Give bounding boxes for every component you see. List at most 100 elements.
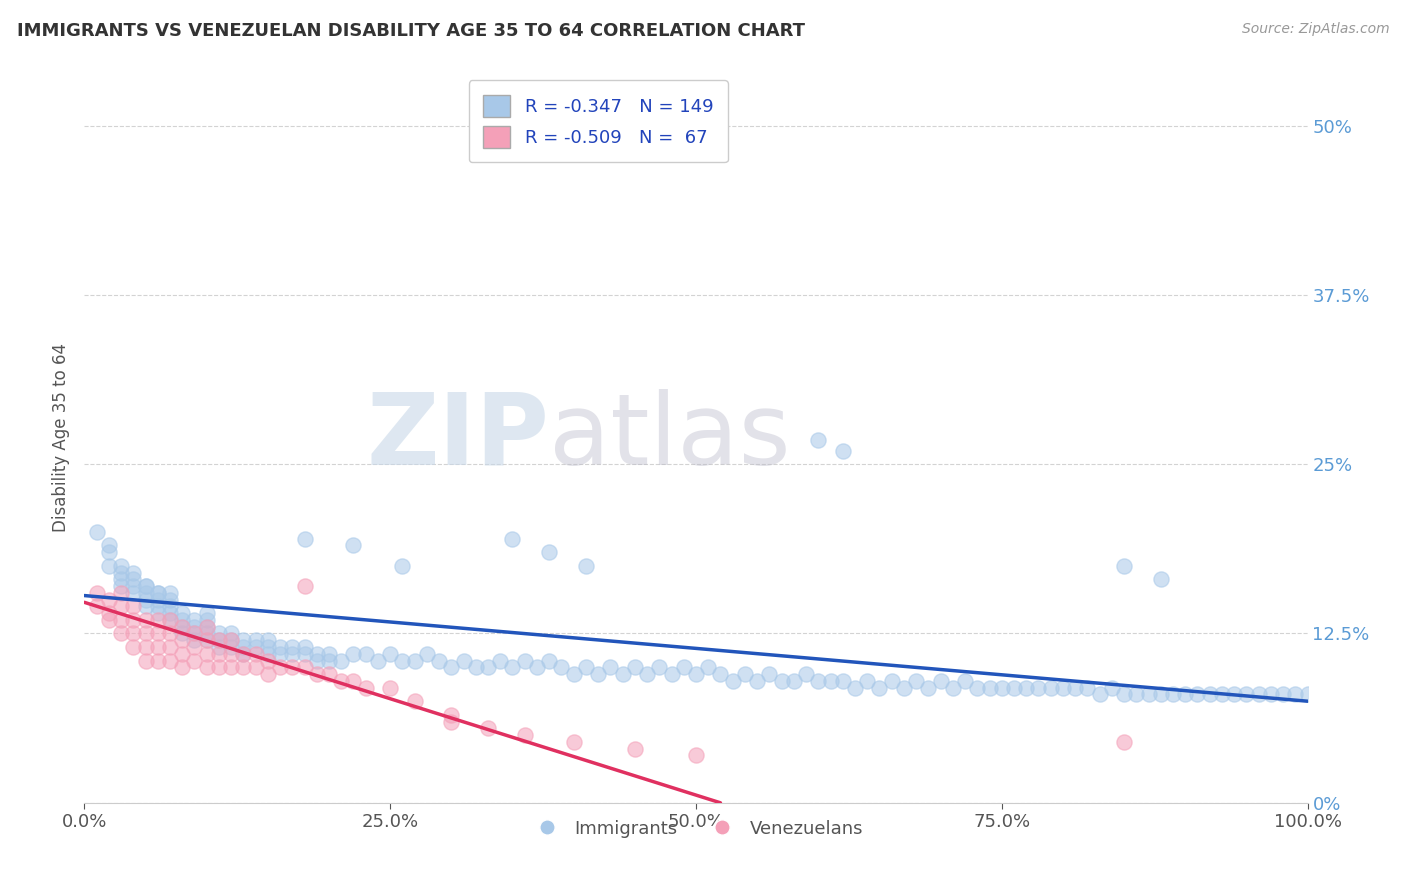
Point bbox=[1272, 688, 1295, 702]
Point bbox=[159, 613, 181, 627]
Point bbox=[758, 667, 780, 681]
Point bbox=[685, 748, 707, 763]
Point bbox=[219, 647, 242, 661]
Point bbox=[513, 654, 536, 668]
Point bbox=[195, 620, 218, 634]
Point bbox=[586, 667, 609, 681]
Point bbox=[183, 620, 205, 634]
Point bbox=[305, 654, 328, 668]
Point bbox=[183, 654, 205, 668]
Point bbox=[929, 673, 952, 688]
Point bbox=[330, 654, 353, 668]
Point bbox=[404, 694, 426, 708]
Point bbox=[794, 667, 817, 681]
Point bbox=[232, 640, 254, 654]
Point bbox=[697, 660, 720, 674]
Point bbox=[1150, 688, 1173, 702]
Point bbox=[183, 626, 205, 640]
Point bbox=[159, 626, 181, 640]
Point bbox=[195, 647, 218, 661]
Point bbox=[159, 654, 181, 668]
Point bbox=[269, 660, 291, 674]
Point bbox=[110, 566, 132, 580]
Point bbox=[1076, 681, 1098, 695]
Point bbox=[172, 626, 194, 640]
Point bbox=[953, 673, 976, 688]
Point bbox=[783, 673, 806, 688]
Point bbox=[257, 667, 280, 681]
Point bbox=[807, 673, 830, 688]
Point bbox=[1125, 688, 1147, 702]
Point bbox=[1101, 681, 1123, 695]
Point bbox=[502, 532, 524, 546]
Point bbox=[183, 613, 205, 627]
Point bbox=[1064, 681, 1087, 695]
Point bbox=[110, 586, 132, 600]
Point bbox=[807, 433, 830, 447]
Point bbox=[1028, 681, 1050, 695]
Point bbox=[122, 586, 145, 600]
Point bbox=[294, 647, 316, 661]
Point bbox=[97, 538, 120, 552]
Point bbox=[146, 613, 169, 627]
Point bbox=[232, 647, 254, 661]
Point bbox=[942, 681, 965, 695]
Point bbox=[219, 660, 242, 674]
Point bbox=[208, 633, 231, 648]
Point bbox=[1260, 688, 1282, 702]
Point bbox=[1002, 681, 1025, 695]
Point bbox=[146, 586, 169, 600]
Point bbox=[1247, 688, 1270, 702]
Point bbox=[122, 572, 145, 586]
Point bbox=[380, 681, 402, 695]
Point bbox=[110, 558, 132, 573]
Point bbox=[305, 667, 328, 681]
Point bbox=[183, 633, 205, 648]
Point bbox=[526, 660, 548, 674]
Point bbox=[135, 654, 157, 668]
Point bbox=[159, 606, 181, 620]
Point bbox=[318, 654, 340, 668]
Point bbox=[97, 592, 120, 607]
Point bbox=[146, 599, 169, 614]
Point bbox=[502, 660, 524, 674]
Point bbox=[208, 647, 231, 661]
Point bbox=[747, 673, 769, 688]
Point bbox=[195, 626, 218, 640]
Point bbox=[318, 667, 340, 681]
Point bbox=[294, 660, 316, 674]
Point bbox=[991, 681, 1014, 695]
Point bbox=[1114, 735, 1136, 749]
Point bbox=[135, 640, 157, 654]
Point bbox=[380, 647, 402, 661]
Point bbox=[208, 626, 231, 640]
Point bbox=[342, 673, 364, 688]
Text: atlas: atlas bbox=[550, 389, 790, 485]
Point bbox=[172, 620, 194, 634]
Point bbox=[146, 606, 169, 620]
Point bbox=[1296, 688, 1319, 702]
Point bbox=[159, 592, 181, 607]
Point bbox=[685, 667, 707, 681]
Point bbox=[1052, 681, 1074, 695]
Point bbox=[86, 524, 108, 539]
Point bbox=[146, 586, 169, 600]
Point bbox=[1236, 688, 1258, 702]
Point bbox=[110, 599, 132, 614]
Point bbox=[135, 579, 157, 593]
Point bbox=[110, 613, 132, 627]
Point bbox=[146, 640, 169, 654]
Point bbox=[513, 728, 536, 742]
Point bbox=[195, 606, 218, 620]
Point bbox=[195, 633, 218, 648]
Point bbox=[354, 647, 377, 661]
Point bbox=[599, 660, 621, 674]
Point bbox=[245, 647, 267, 661]
Point bbox=[538, 545, 561, 559]
Point bbox=[831, 443, 853, 458]
Point bbox=[159, 586, 181, 600]
Point bbox=[135, 626, 157, 640]
Point bbox=[1137, 688, 1160, 702]
Point bbox=[453, 654, 475, 668]
Point bbox=[1223, 688, 1246, 702]
